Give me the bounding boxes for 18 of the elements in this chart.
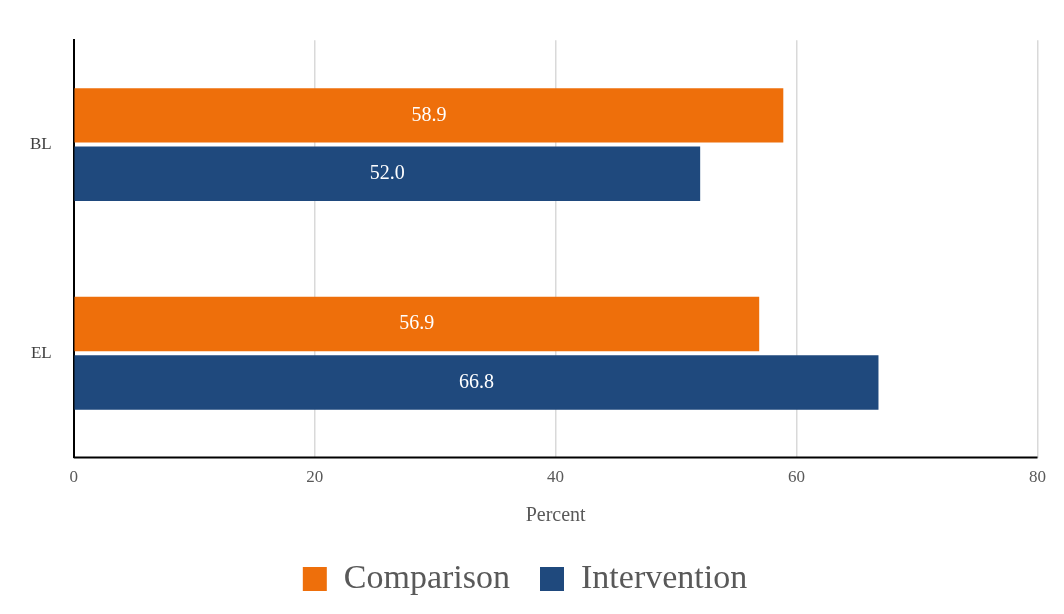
text: 56.9	[399, 311, 435, 334]
y-tick-label: BL	[29, 134, 52, 154]
legend-label: Comparison	[343, 557, 511, 595]
bar	[74, 296, 760, 352]
text: 52.0	[369, 161, 405, 184]
x-tick-label: 80	[1029, 467, 1046, 487]
text: 58.9	[411, 102, 447, 125]
bar	[74, 88, 784, 143]
x-tick-label: 60	[788, 467, 806, 487]
bar	[74, 355, 879, 410]
bar	[74, 146, 701, 201]
y-tick-label: EL	[30, 342, 52, 362]
text: 66.8	[458, 369, 494, 392]
x-tick-label: 20	[306, 467, 324, 487]
x-tick-label: 40	[547, 467, 565, 487]
legend-label: Intervention	[581, 557, 748, 595]
x-tick-label: 0	[69, 467, 78, 487]
x-axis-title: Percent	[525, 503, 587, 526]
